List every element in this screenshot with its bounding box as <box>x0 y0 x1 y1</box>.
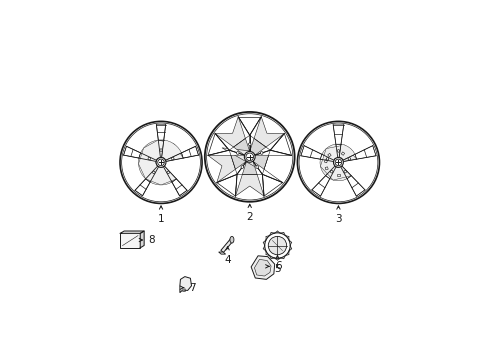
Bar <box>337 174 340 176</box>
Polygon shape <box>221 239 233 252</box>
Polygon shape <box>180 276 192 293</box>
Polygon shape <box>219 252 225 254</box>
Polygon shape <box>330 167 347 181</box>
Text: 8: 8 <box>148 235 155 245</box>
Polygon shape <box>237 161 263 174</box>
Polygon shape <box>255 150 292 156</box>
Bar <box>341 152 344 155</box>
Bar <box>324 160 327 163</box>
Ellipse shape <box>156 157 166 167</box>
Polygon shape <box>123 146 141 158</box>
Polygon shape <box>172 179 187 196</box>
Ellipse shape <box>245 152 255 162</box>
Ellipse shape <box>269 237 287 255</box>
Bar <box>325 167 328 170</box>
Polygon shape <box>150 167 172 185</box>
Polygon shape <box>141 140 160 160</box>
Polygon shape <box>139 158 157 179</box>
Polygon shape <box>120 231 144 233</box>
Polygon shape <box>255 134 284 155</box>
Text: 7: 7 <box>190 283 196 293</box>
Polygon shape <box>322 144 338 160</box>
Polygon shape <box>253 150 270 174</box>
Ellipse shape <box>172 157 174 160</box>
Ellipse shape <box>148 157 150 160</box>
Polygon shape <box>347 176 365 196</box>
Ellipse shape <box>334 157 343 167</box>
Ellipse shape <box>330 170 333 173</box>
Polygon shape <box>250 117 284 150</box>
Ellipse shape <box>230 237 234 243</box>
Polygon shape <box>333 125 344 144</box>
Polygon shape <box>229 150 246 174</box>
Bar <box>328 153 331 157</box>
Polygon shape <box>208 150 245 156</box>
Polygon shape <box>250 117 261 152</box>
Polygon shape <box>208 150 237 183</box>
Text: 1: 1 <box>158 214 164 224</box>
Polygon shape <box>215 117 250 150</box>
Text: 4: 4 <box>224 255 231 265</box>
Ellipse shape <box>248 143 251 146</box>
Polygon shape <box>301 146 322 159</box>
Polygon shape <box>215 134 245 155</box>
Polygon shape <box>236 161 246 196</box>
Polygon shape <box>355 146 376 159</box>
Ellipse shape <box>152 171 155 174</box>
Polygon shape <box>135 179 150 196</box>
Polygon shape <box>250 135 270 155</box>
Polygon shape <box>253 161 264 196</box>
Polygon shape <box>339 144 355 160</box>
Ellipse shape <box>256 166 259 168</box>
Polygon shape <box>156 125 166 140</box>
Ellipse shape <box>344 170 346 173</box>
Polygon shape <box>139 140 183 185</box>
Ellipse shape <box>348 158 351 160</box>
Polygon shape <box>162 140 181 160</box>
Polygon shape <box>312 176 330 196</box>
Ellipse shape <box>260 152 263 154</box>
Polygon shape <box>140 231 144 248</box>
Text: 3: 3 <box>335 214 342 224</box>
Polygon shape <box>253 161 283 183</box>
Polygon shape <box>254 260 271 276</box>
Ellipse shape <box>160 149 162 151</box>
Bar <box>120 233 140 248</box>
Polygon shape <box>181 146 198 158</box>
Ellipse shape <box>265 233 290 258</box>
Ellipse shape <box>326 158 329 160</box>
Polygon shape <box>238 117 250 152</box>
Ellipse shape <box>167 171 170 174</box>
Polygon shape <box>217 161 246 183</box>
Text: 2: 2 <box>246 212 253 222</box>
Ellipse shape <box>237 152 239 154</box>
Polygon shape <box>320 145 357 180</box>
Polygon shape <box>236 174 264 196</box>
Text: 6: 6 <box>275 261 282 271</box>
Polygon shape <box>320 159 335 176</box>
Polygon shape <box>222 148 292 183</box>
Ellipse shape <box>241 166 244 168</box>
Polygon shape <box>229 135 250 155</box>
Ellipse shape <box>337 150 340 152</box>
Polygon shape <box>251 256 275 279</box>
Text: 5: 5 <box>274 264 281 274</box>
